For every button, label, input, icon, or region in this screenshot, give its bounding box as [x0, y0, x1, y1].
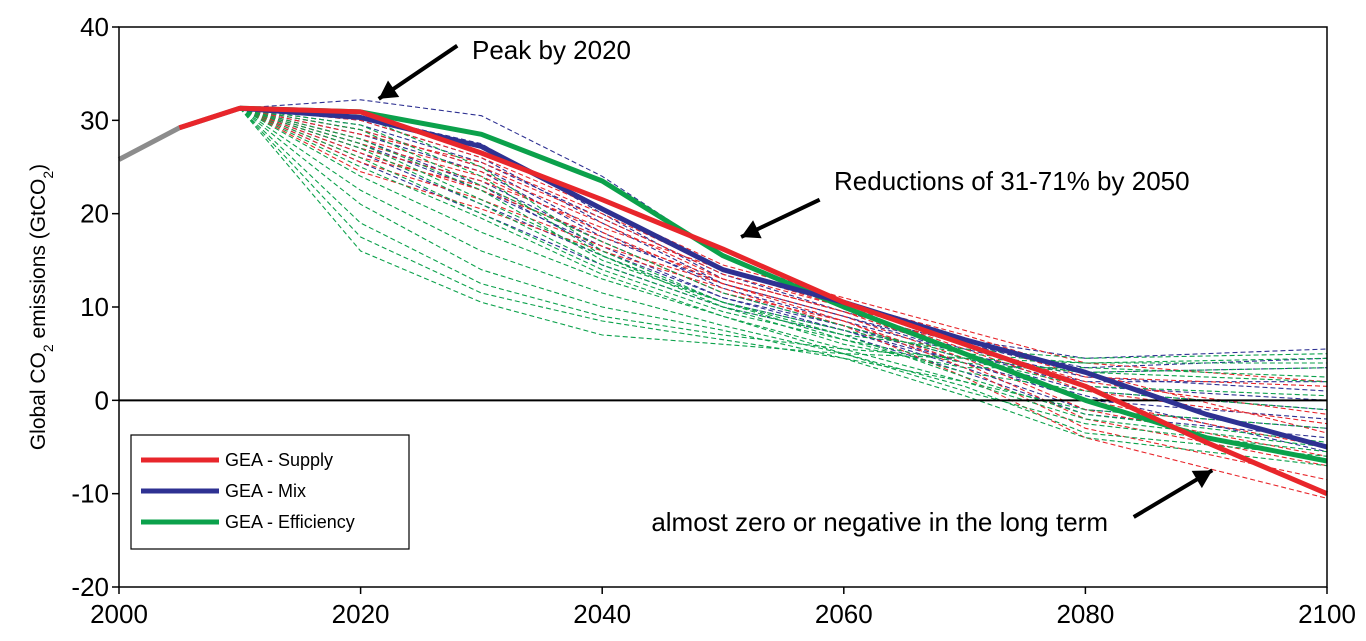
annotation-arrowhead-reductions: [741, 220, 762, 239]
legend-label-mix: GEA - Mix: [225, 481, 306, 501]
annotation-text-longterm: almost zero or negative in the long term: [651, 507, 1108, 537]
axes: -20 -10 0 10 20 30 40 2000 2020 2040 2060 2080 2100: [71, 12, 1356, 629]
annotations: Peak by 2020 Reductions of 31-71% by 2050…: [377, 35, 1214, 537]
scenario-line-efficiency: [239, 107, 1327, 364]
scenario-line-efficiency: [239, 107, 1328, 453]
y-tick-label: 10: [80, 292, 109, 322]
y-tick-label: 40: [80, 12, 109, 42]
scenario-line-supply: [239, 107, 1328, 457]
scenario-line-mix: [239, 107, 1328, 439]
scenario-line-efficiency: [239, 107, 1328, 411]
scenario-line-mix: [239, 107, 1328, 369]
scenario-line-efficiency: [239, 107, 1328, 467]
scenario-line-mix: [239, 99, 1328, 359]
scenario-line-mix: [239, 107, 1328, 401]
scenario-line-mix: [239, 107, 1328, 453]
scenario-line-supply: [239, 107, 1328, 415]
scenario-line-efficiency: [239, 107, 1328, 448]
annotation-arrowhead-peak: [378, 80, 400, 99]
series-line-efficiency: [239, 105, 1328, 464]
scenario-line-efficiency: [239, 107, 1328, 443]
x-tick-label: 2100: [1298, 599, 1356, 629]
legend-label-efficiency: GEA - Efficiency: [225, 512, 355, 532]
y-tick-label: 30: [80, 105, 109, 135]
annotation-text-peak: Peak by 2020: [472, 35, 631, 65]
y-tick-label: -10: [71, 479, 109, 509]
annotation-text-reductions: Reductions of 31-71% by 2050: [834, 166, 1190, 196]
y-axis-label-mid: emissions (GtCO: [27, 179, 50, 345]
y-axis-label: Global CO2 emissions (GtCO2): [27, 164, 56, 450]
y-tick-label: 0: [95, 385, 109, 415]
scenario-line-mix: [239, 107, 1328, 373]
scenario-line-efficiency: [239, 107, 1328, 397]
y-axis-label-prefix: Global CO: [27, 352, 50, 450]
y-axis-label-suffix: ): [27, 164, 50, 171]
scenario-line-efficiency: [239, 107, 1328, 364]
x-tick-label: 2080: [1056, 599, 1114, 629]
y-axis-label-sub2: 2: [40, 171, 56, 179]
series-lines: [117, 105, 1328, 497]
x-tick-label: 2020: [332, 599, 390, 629]
scenario-line-efficiency: [239, 107, 1328, 383]
x-tick-label: 2060: [815, 599, 873, 629]
annotation-arrowhead-longterm: [1191, 470, 1213, 489]
legend: GEA - Supply GEA - Mix GEA - Efficiency: [130, 434, 410, 550]
x-tick-label: 2000: [90, 599, 148, 629]
y-tick-label: -20: [71, 572, 109, 602]
scenario-line-efficiency: [239, 107, 1328, 373]
scenario-line-supply: [239, 107, 1328, 387]
scenario-line-mix: [239, 107, 1328, 411]
series-line-supply: [178, 105, 1328, 497]
legend-label-supply: GEA - Supply: [225, 450, 333, 470]
scenario-line-efficiency: [239, 107, 1328, 378]
x-tick-label: 2040: [573, 599, 631, 629]
y-tick-label: 20: [80, 199, 109, 229]
y-axis-label-sub1: 2: [40, 344, 56, 352]
